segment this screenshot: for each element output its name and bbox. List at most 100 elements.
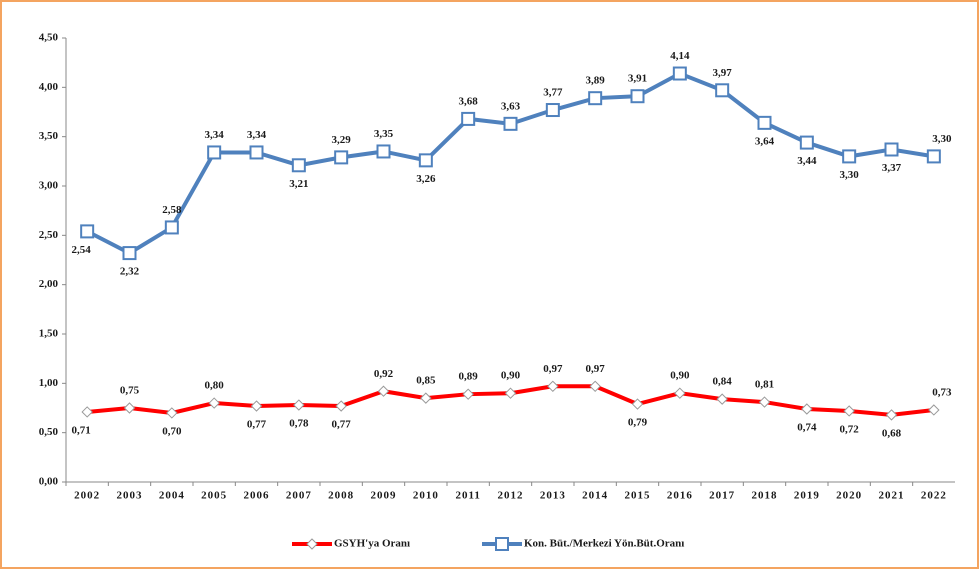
data-label: 0,77: [332, 419, 352, 431]
x-tick-label: 2006: [244, 490, 270, 502]
point: [207, 145, 222, 160]
point: [672, 66, 687, 81]
data-label: 0,85: [416, 375, 436, 387]
x-tick-label: 2011: [455, 490, 480, 502]
x-tick-label: 2008: [328, 490, 354, 502]
data-label: 0,73: [932, 387, 952, 399]
point: [631, 398, 644, 410]
point: [164, 220, 179, 235]
point: [716, 393, 728, 405]
data-label: 3,44: [797, 155, 817, 167]
point: [122, 246, 137, 261]
data-label: 0,90: [501, 370, 521, 382]
data-label: 0,89: [459, 371, 479, 383]
x-tick-label: 2014: [582, 490, 608, 502]
x-tick-label: 2012: [498, 490, 524, 502]
data-label: 3,26: [416, 173, 436, 185]
point: [884, 142, 899, 157]
point: [208, 397, 220, 409]
point: [758, 396, 771, 408]
data-label: 0,74: [797, 422, 817, 434]
point: [81, 406, 93, 418]
data-label: 0,79: [628, 417, 648, 429]
y-tick-label: 2,00: [39, 278, 59, 290]
point: [674, 387, 686, 399]
point: [293, 399, 305, 411]
y-tick-label: 0,00: [39, 476, 59, 488]
y-tick-label: 1,50: [39, 328, 59, 340]
data-label: 2,32: [120, 266, 140, 278]
point: [377, 385, 390, 397]
y-tick-label: 0,50: [39, 426, 59, 438]
data-label: 3,64: [755, 135, 775, 147]
point: [335, 400, 347, 412]
point: [547, 380, 559, 393]
point: [504, 387, 517, 399]
point: [630, 89, 645, 104]
data-label: 0,78: [289, 418, 309, 430]
x-tick-label: 2022: [921, 490, 947, 502]
data-label: 3,91: [628, 73, 647, 85]
point: [291, 158, 306, 173]
data-label: 3,89: [586, 75, 606, 87]
point: [843, 405, 855, 417]
point: [926, 149, 941, 164]
x-tick-label: 2016: [667, 490, 693, 502]
x-tick-label: 2021: [879, 490, 905, 502]
point: [715, 83, 730, 98]
point: [418, 153, 433, 168]
point: [306, 538, 318, 550]
data-label: 0,68: [882, 427, 902, 439]
data-label: 3,37: [882, 162, 902, 174]
x-tick-label: 2020: [836, 490, 862, 502]
data-label: 0,90: [670, 370, 690, 382]
data-label: 0,84: [713, 376, 733, 388]
data-label: 3,68: [459, 95, 479, 107]
data-label: 2,58: [162, 204, 182, 216]
point: [250, 400, 263, 412]
data-label: 0,97: [543, 363, 563, 375]
x-tick-label: 2004: [159, 490, 185, 502]
data-label: 3,30: [840, 169, 860, 181]
point: [842, 149, 857, 164]
x-tick-label: 2007: [286, 490, 312, 502]
data-label: 3,63: [501, 100, 521, 112]
x-tick-label: 2017: [709, 490, 735, 502]
data-label: 0,80: [205, 380, 225, 392]
point: [80, 224, 95, 239]
x-tick-label: 2013: [540, 490, 566, 502]
data-label: 0,71: [72, 424, 91, 436]
x-tick-label: 2010: [413, 490, 439, 502]
data-label: 0,75: [120, 385, 140, 397]
x-tick-label: 2019: [794, 490, 820, 502]
y-tick-label: 3,00: [39, 180, 59, 192]
data-label: 3,77: [543, 87, 563, 99]
data-label: 3,97: [713, 67, 733, 79]
x-tick-label: 2015: [625, 490, 651, 502]
point: [545, 103, 560, 118]
data-label: 3,30: [932, 133, 952, 145]
x-tick-label: 2003: [117, 490, 143, 502]
point: [799, 135, 814, 150]
point: [503, 116, 518, 131]
legend-label: Kon. Büt./Merkezi Yön.Büt.Oranı: [524, 538, 684, 550]
data-label: 3,35: [374, 128, 394, 140]
point: [588, 91, 603, 106]
point: [376, 144, 391, 159]
data-label: 3,34: [247, 129, 267, 141]
data-label: 0,72: [840, 423, 860, 435]
y-tick-label: 1,00: [39, 377, 59, 389]
y-tick-label: 3,50: [39, 130, 59, 142]
x-tick-label: 2018: [752, 490, 778, 502]
data-label: 0,81: [755, 379, 774, 391]
data-label: 4,14: [670, 50, 690, 62]
point: [249, 145, 264, 160]
data-label: 0,97: [586, 363, 606, 375]
x-tick-label: 2002: [74, 490, 100, 502]
point: [420, 392, 432, 404]
point: [462, 388, 474, 400]
point: [885, 409, 898, 421]
point: [461, 111, 476, 126]
data-label: 3,29: [332, 134, 352, 146]
